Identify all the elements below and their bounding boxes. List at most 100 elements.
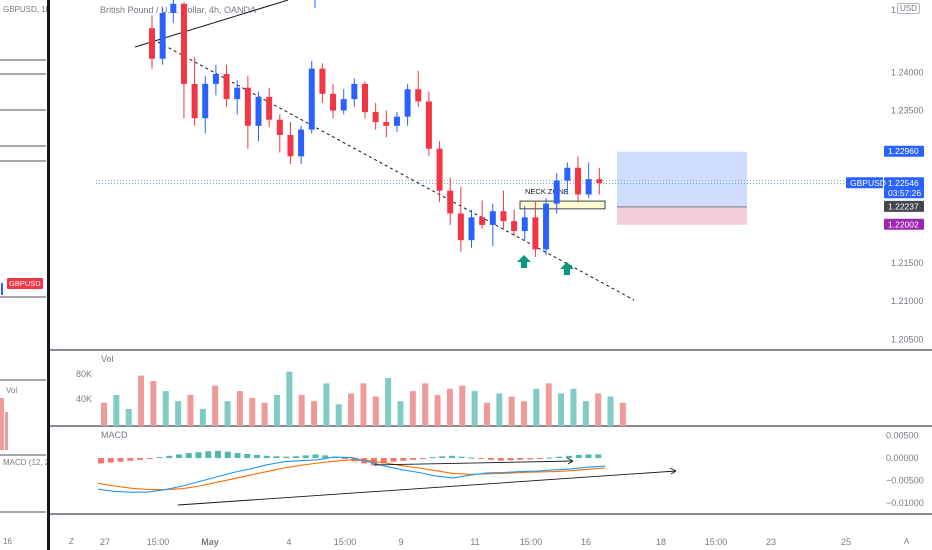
macd-histogram-bar [507, 458, 514, 461]
macd-series [97, 450, 677, 506]
volume-series [101, 371, 626, 426]
macd-histogram-bar [244, 453, 251, 459]
macd-histogram-bar [468, 457, 475, 459]
volume-bar [323, 383, 330, 426]
candle [287, 134, 294, 157]
macd-histogram-bar [156, 457, 163, 459]
neck-zone-label: NECK ZONE [525, 187, 569, 196]
volume-bar [125, 408, 132, 426]
volume-bar [409, 391, 416, 426]
neck-zone[interactable]: NECK ZONE [519, 187, 606, 210]
price-tick: 1.21000 [891, 296, 924, 306]
left-vol-label: Vol [6, 386, 18, 395]
macd-histogram-bar [488, 458, 494, 460]
candle [457, 213, 464, 241]
candle [489, 211, 496, 225]
macd-histogram-bar [341, 458, 348, 460]
time-tick: 9 [398, 537, 403, 547]
volume-bar [372, 396, 379, 426]
candle [319, 68, 326, 94]
position-target-zone [617, 151, 747, 207]
macd-tick: −0.01000 [886, 498, 924, 508]
neck-zone-box [519, 200, 606, 210]
volume-bar [595, 393, 602, 426]
candle [170, 3, 177, 13]
auto-scale-button[interactable]: A [904, 537, 910, 546]
time-tick: 11 [470, 537, 479, 547]
volume-bar [311, 401, 318, 426]
candle [575, 167, 581, 195]
time-axis[interactable]: 27 15:00 May 4 15:00 9 11 15:00 16 18 15:00 23 25 [100, 537, 851, 547]
candle [404, 89, 411, 117]
macd-axis: 0.00500 0.00000 −0.00500 −0.01000 [886, 430, 924, 508]
macd-histogram-bar [293, 456, 299, 459]
macd-histogram-bar [527, 458, 533, 460]
volume-bar [249, 398, 256, 426]
macd-tick: 0.00000 [886, 453, 919, 463]
volume-bar [212, 385, 219, 426]
price-tag [884, 145, 924, 157]
macd-tick: 0.00500 [886, 430, 919, 440]
macd-histogram-bar [234, 453, 241, 459]
macd-histogram-bar [546, 457, 553, 459]
left-pane-lines [0, 59, 46, 513]
position-stop-zone [617, 206, 747, 225]
volume-bar [199, 408, 206, 426]
candle [447, 190, 454, 214]
candle [244, 87, 251, 126]
volume-bar [434, 394, 441, 426]
candle [585, 179, 592, 195]
candle [266, 96, 273, 120]
candle [553, 180, 560, 204]
price-tick: 1.24000 [891, 67, 924, 77]
macd-histogram-trendline [373, 460, 574, 466]
volume-bar [236, 391, 243, 426]
macd-title: MACD [101, 430, 128, 440]
candle [372, 112, 379, 123]
candlestick-series [149, 0, 603, 257]
price-axis[interactable]: 1.24000 1.23500 1.21500 1.21000 1.20500 1.229… [846, 67, 924, 344]
macd-histogram-bar [595, 454, 602, 459]
price-tick: 1.21500 [891, 258, 924, 268]
candle [149, 28, 155, 59]
trend-lines[interactable] [134, 0, 635, 301]
macd-histogram-bar [449, 455, 455, 459]
arrow-markers[interactable] [517, 255, 574, 275]
pane-divider[interactable] [47, 0, 50, 550]
volume-bar [545, 383, 552, 426]
volume-bar [483, 402, 490, 426]
candle [468, 217, 475, 241]
volume-bar [459, 385, 466, 426]
price-tag-label: 1.22546 [888, 178, 919, 188]
price-tag-label: 1.22960 [888, 146, 919, 156]
macd-histogram-bar [117, 458, 124, 462]
macd-histogram-arrowhead [566, 457, 574, 465]
currency-badge[interactable]: USD [897, 3, 920, 14]
chart-structure [50, 349, 932, 515]
long-position-tool[interactable] [617, 151, 747, 225]
macd-histogram-bar [224, 451, 231, 459]
macd-histogram-bar [458, 456, 465, 459]
time-tick: 15:00 [520, 537, 543, 547]
macd-histogram-bar [439, 456, 446, 459]
candle [330, 93, 337, 111]
macd-histogram-bar [98, 458, 104, 464]
volume-tick-80k: 80K [76, 369, 92, 379]
macd-histogram-bar [566, 455, 572, 459]
candle [500, 211, 507, 222]
zoom-button[interactable]: Z [69, 537, 74, 546]
volume-bar [113, 394, 120, 426]
candle [351, 83, 358, 100]
candle [159, 12, 166, 59]
price-tag-label: 03:57:26 [888, 188, 921, 198]
volume-bar [138, 375, 145, 426]
left-time-label: 16 [3, 537, 12, 546]
volume-bar [150, 381, 157, 426]
macd-histogram-bar [517, 458, 524, 460]
volume-bar [224, 401, 231, 426]
price-tag [884, 218, 924, 230]
volume-bar [533, 388, 540, 426]
left-symbol-label: GBPUSD, 1D [3, 5, 49, 14]
volume-bar [558, 393, 565, 426]
